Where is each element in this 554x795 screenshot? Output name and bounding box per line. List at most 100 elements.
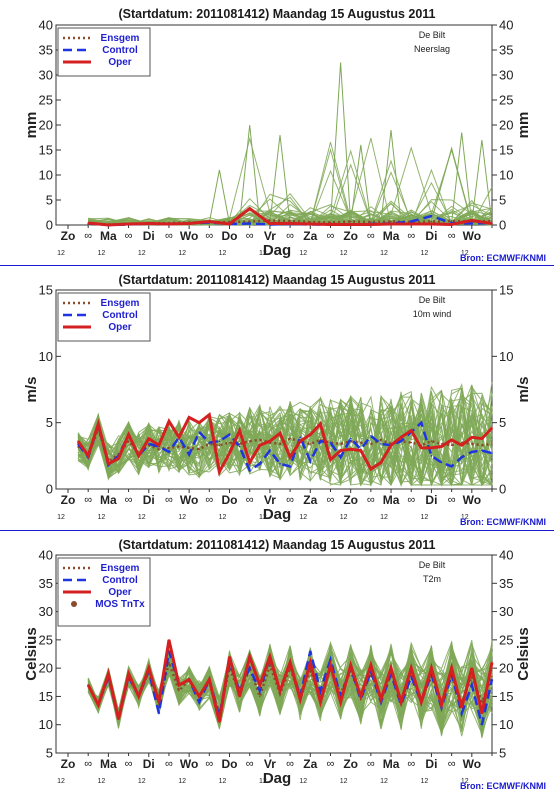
series-line-control [77,420,493,473]
data-point-oper [440,445,443,448]
data-point-oper [198,695,200,698]
y-axis-label-right: Celsius [515,627,532,680]
x-day-label: Za [303,229,317,243]
y-tick-label-right: 0 [499,218,506,233]
data-point-oper [370,223,372,226]
data-point-oper [178,436,180,439]
y-tick-label-right: 0 [499,482,506,497]
x-hour-label: 12 [178,250,186,257]
x-hour-label: 12 [97,778,105,785]
legend-marker [71,601,77,607]
y-tick-label-left: 0 [46,218,53,233]
x-hour-label: 12 [299,250,307,257]
legend-label: Control [102,310,138,321]
y-tick-label-right: 30 [499,604,513,619]
data-point-oper [289,661,291,664]
data-point-oper [107,463,110,465]
x-midnight-symbol: ∞ [407,758,415,770]
data-point-control [259,690,261,692]
data-point-oper [127,673,130,675]
x-day-label: Do [222,493,238,507]
data-point-oper [117,457,120,460]
data-point-ensgem [339,443,342,445]
data-point-ensgem [228,441,231,444]
y-tick-label-left: 0 [46,482,53,497]
x-hour-label: 12 [219,514,227,521]
data-point-oper [87,222,89,224]
x-hour-label: 12 [421,778,429,785]
x-hour-label: 12 [461,778,469,785]
data-point-oper [410,429,413,432]
data-point-oper [481,437,483,440]
x-hour-label: 12 [259,250,267,257]
y-tick-label-left: 25 [39,93,53,108]
x-day-label: Di [425,493,437,507]
x-hour-label: 12 [219,778,227,785]
x-midnight-symbol: ∞ [448,758,456,770]
data-point-oper [168,420,170,423]
x-day-label: Zo [61,229,76,243]
x-midnight-symbol: ∞ [367,230,375,242]
data-point-oper [309,433,312,436]
data-point-oper [329,459,332,461]
data-point-oper [309,661,312,664]
data-point-ensgem [440,443,443,445]
wind-chart: (Startdatum: 2011081412) Maandag 15 Augu… [23,273,546,527]
data-point-oper [208,678,211,681]
x-day-label: Wo [463,493,481,507]
data-point-oper [360,695,362,698]
x-day-label: Ma [100,493,117,507]
x-midnight-symbol: ∞ [205,494,213,506]
x-day-label: Di [425,229,437,243]
data-point-oper [491,661,493,664]
x-midnight-symbol: ∞ [448,230,456,242]
data-point-oper [319,423,322,425]
data-point-oper [329,664,332,667]
data-point-control [410,675,413,678]
data-point-oper [309,223,312,225]
source-credit: Bron: ECMWF/KNMI [460,517,546,527]
data-point-ensgem [279,443,281,445]
legend-label: Ensgem [101,298,140,309]
station-name: De Bilt [419,30,446,40]
x-day-label: Di [143,493,155,507]
y-tick-label-right: 20 [499,118,513,133]
x-day-label: Di [425,757,437,771]
y-tick-label-left: 35 [39,43,53,58]
x-day-label: Di [143,229,155,243]
data-point-oper [218,721,221,723]
data-point-control [158,712,160,715]
ensemble-member-line [77,397,493,486]
data-point-ensgem [481,701,483,703]
station-name: De Bilt [419,295,446,305]
data-point-control [299,436,302,439]
y-tick-label-left: 25 [39,632,53,647]
data-point-oper [420,447,423,449]
data-point-ensgem [491,675,493,678]
chart-header: (Startdatum: 2011081412) Maandag 15 Augu… [118,7,435,21]
data-point-control [370,435,372,437]
data-point-control [481,449,483,452]
data-point-ensgem [188,447,190,449]
ensemble-member-peak [471,139,493,224]
x-midnight-symbol: ∞ [84,758,92,770]
data-point-oper [339,449,342,452]
data-point-oper [491,222,493,225]
y-tick-label-right: 5 [499,746,506,761]
y-tick-label-left: 15 [39,689,53,704]
data-point-oper [279,432,281,435]
data-point-control [450,465,453,468]
y-tick-label-right: 10 [499,349,513,364]
data-point-control [471,684,473,686]
data-point-control [349,437,352,440]
data-point-ensgem [481,444,483,446]
x-midnight-symbol: ∞ [125,494,133,506]
x-hour-label: 12 [97,250,105,257]
data-point-oper [390,223,392,225]
data-point-oper [269,222,271,225]
legend-box [57,27,151,77]
y-axis-label-left: m/s [23,377,40,403]
data-point-ensgem [380,439,382,441]
x-hour-label: 12 [138,778,146,785]
